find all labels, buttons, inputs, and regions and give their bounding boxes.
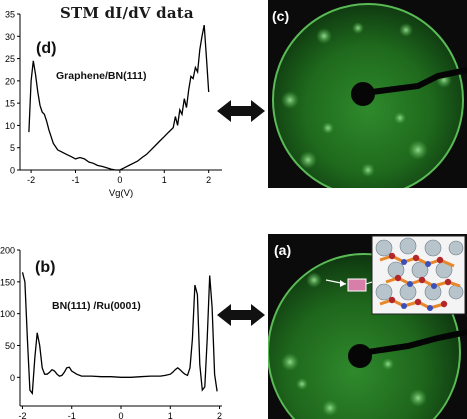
y-tick-label: 15 [5, 99, 15, 109]
curve-d-line [28, 24, 210, 171]
x-axis-label: Vg(V) [109, 188, 133, 199]
x-tick-label: -1 [71, 175, 79, 185]
x-tick-label: 0 [118, 411, 123, 419]
panel-b-curve-label: BN(111) /Ru(0001) [52, 300, 141, 312]
x-tick-label: 1 [168, 411, 173, 419]
curve-b-line [21, 272, 218, 396]
double-arrow-top-icon [217, 100, 265, 122]
y-tick-label: 50 [5, 341, 15, 351]
x-tick-label: 0 [117, 175, 122, 185]
x-tick-label: 2 [217, 411, 222, 419]
leed-image-c [268, 0, 467, 188]
panel-a-tag: (a) [274, 242, 292, 258]
x-tick-label: 2 [206, 175, 211, 185]
x-tick-label: -2 [18, 411, 26, 419]
y-tick-label: 100 [0, 309, 15, 319]
x-tick-label: 1 [162, 175, 167, 185]
panel-d-tag: (d) [36, 40, 57, 57]
y-tick-label: 35 [5, 10, 15, 20]
y-tick-label: 25 [5, 54, 15, 64]
y-tick-label: 10 [5, 121, 15, 131]
y-tick-label: 20 [5, 76, 15, 86]
y-tick-label: 30 [5, 32, 15, 42]
y-tick-label: 200 [0, 246, 15, 256]
chart-d: 0 5 10 15 20 25 30 35 -2 -1 0 1 2 Vg(V) [5, 10, 222, 199]
leed-image-a [268, 234, 467, 419]
x-tick-label: -2 [27, 175, 35, 185]
y-tick-label: 5 [10, 143, 15, 153]
y-tick-label: 150 [0, 277, 15, 287]
figure-title: STM dI/dV data [60, 4, 194, 22]
panel-b-tag: (b) [35, 259, 56, 276]
chart-b: 0 50 100 150 200 -2 -1 0 1 2 [0, 246, 222, 419]
panel-d-curve-label: Graphene/BN(111) [56, 70, 147, 82]
double-arrow-bottom-icon [217, 304, 265, 326]
y-tick-label: 0 [10, 373, 15, 383]
y-tick-label: 0 [10, 166, 15, 176]
panel-c-tag: (c) [272, 8, 290, 24]
x-tick-label: -1 [68, 411, 76, 419]
